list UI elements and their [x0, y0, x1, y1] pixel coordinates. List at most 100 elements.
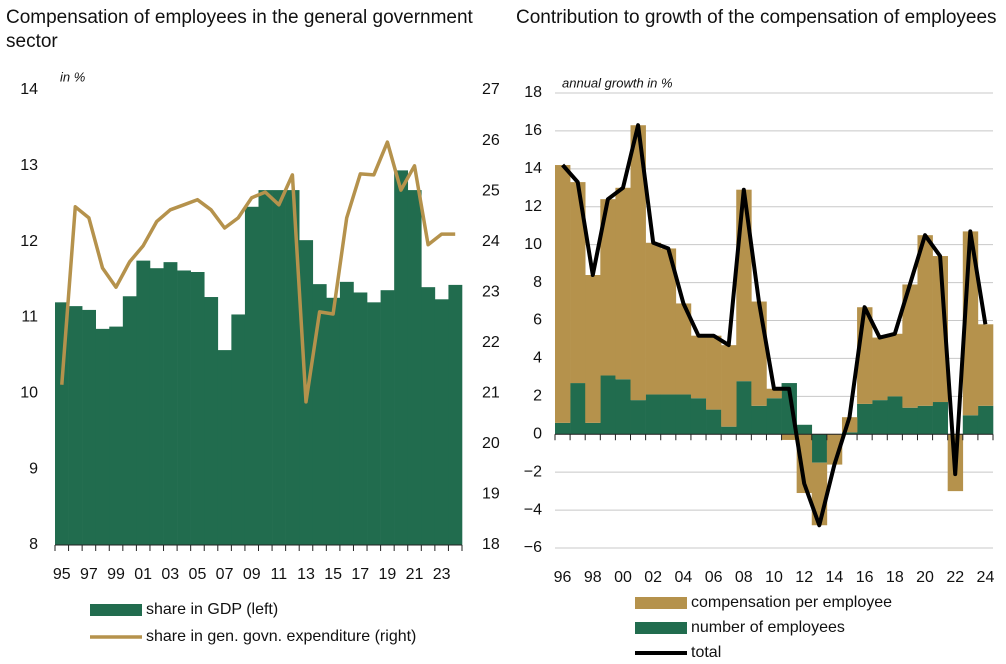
bar — [285, 190, 300, 545]
bar — [811, 434, 828, 463]
y-tick-label: 14 — [524, 160, 542, 177]
y-tick-label: 14 — [20, 81, 38, 98]
bar — [272, 190, 286, 545]
x-tick-label: 16 — [856, 569, 874, 586]
x-tick-label: 11 — [271, 566, 288, 583]
bar — [353, 292, 368, 545]
bar — [149, 268, 164, 545]
bar — [380, 290, 395, 545]
y2-tick-label: 18 — [482, 536, 500, 553]
y-tick-label: 0 — [533, 425, 542, 442]
bar — [95, 328, 110, 545]
bar — [407, 190, 422, 545]
x-tick-label: 12 — [795, 569, 813, 586]
bar — [82, 309, 96, 545]
bar — [917, 405, 933, 435]
bar — [312, 284, 327, 545]
bar — [109, 326, 124, 545]
bar — [721, 426, 737, 435]
x-tick-label: 17 — [351, 566, 369, 583]
bar — [872, 400, 888, 435]
legend-swatch — [635, 597, 687, 609]
bar — [555, 165, 571, 423]
bar — [977, 324, 994, 406]
legend-label: share in gen. govn. expenditure (right) — [146, 628, 416, 645]
x-tick-label: 99 — [107, 566, 125, 583]
bar — [55, 302, 69, 545]
y2-tick-label: 24 — [482, 233, 500, 250]
x-tick-label: 00 — [614, 569, 632, 586]
legend-label: total — [691, 644, 721, 661]
y-tick-label: 12 — [524, 198, 542, 215]
bar — [367, 302, 381, 545]
bar — [766, 398, 782, 435]
line — [60, 140, 456, 404]
bar — [660, 248, 677, 395]
x-tick-label: 03 — [161, 566, 179, 583]
x-tick-label: 19 — [378, 566, 396, 583]
bar — [645, 394, 662, 435]
bar — [857, 403, 873, 435]
y-tick-label: 6 — [533, 312, 542, 329]
x-tick-label: 06 — [705, 569, 723, 586]
bar — [600, 199, 616, 376]
bar — [122, 296, 137, 545]
bar — [555, 422, 571, 435]
y2-tick-label: 20 — [482, 435, 500, 452]
bar — [630, 400, 646, 435]
bar — [394, 170, 409, 545]
x-tick-label: 18 — [886, 569, 904, 586]
bar — [781, 434, 797, 440]
bar — [585, 275, 601, 423]
x-tick-label: 04 — [674, 569, 692, 586]
bar — [339, 281, 354, 545]
x-tick-label: 14 — [826, 569, 844, 586]
x-tick-label: 07 — [216, 566, 234, 583]
y-tick-label: 18 — [524, 84, 542, 101]
y2-tick-label: 21 — [482, 385, 500, 402]
bar — [751, 301, 767, 406]
bar — [751, 405, 767, 435]
y-tick-label: 16 — [524, 122, 542, 139]
x-tick-label: 01 — [134, 566, 152, 583]
y2-tick-label: 23 — [482, 283, 500, 300]
bar — [448, 284, 463, 545]
annotation: annual growth in % — [562, 75, 673, 90]
bar — [887, 333, 903, 397]
chart-title: Contribution to growth of the compensati… — [516, 7, 997, 28]
legend-swatch — [635, 622, 687, 634]
bar — [932, 402, 948, 435]
legend-label: compensation per employee — [691, 594, 892, 611]
bar — [660, 394, 677, 435]
x-tick-label: 08 — [735, 569, 753, 586]
bar — [217, 350, 232, 545]
bar — [244, 206, 259, 546]
line — [561, 123, 988, 528]
y-tick-label: 13 — [20, 157, 38, 174]
x-tick-label: 98 — [584, 569, 602, 586]
bar — [690, 398, 707, 435]
bar — [163, 262, 178, 545]
bar — [570, 383, 586, 435]
x-tick-label: 22 — [946, 569, 964, 586]
bar — [258, 190, 273, 545]
bar — [872, 337, 888, 401]
bar — [706, 409, 722, 435]
x-tick-label: 09 — [243, 566, 261, 583]
y-tick-label: −2 — [524, 463, 542, 480]
bar — [977, 405, 994, 435]
bar — [721, 345, 737, 427]
y-tick-label: 4 — [533, 350, 542, 367]
y-tick-label: 8 — [533, 274, 542, 291]
bar — [68, 306, 83, 545]
bar — [796, 424, 813, 435]
y-tick-label: 9 — [29, 460, 38, 477]
x-tick-label: 24 — [977, 569, 995, 586]
y-tick-label: −6 — [524, 539, 542, 556]
y2-tick-label: 25 — [482, 182, 500, 199]
x-tick-label: 10 — [765, 569, 783, 586]
y2-tick-label: 19 — [482, 486, 500, 503]
x-tick-label: 23 — [433, 566, 451, 583]
bar — [887, 396, 903, 435]
